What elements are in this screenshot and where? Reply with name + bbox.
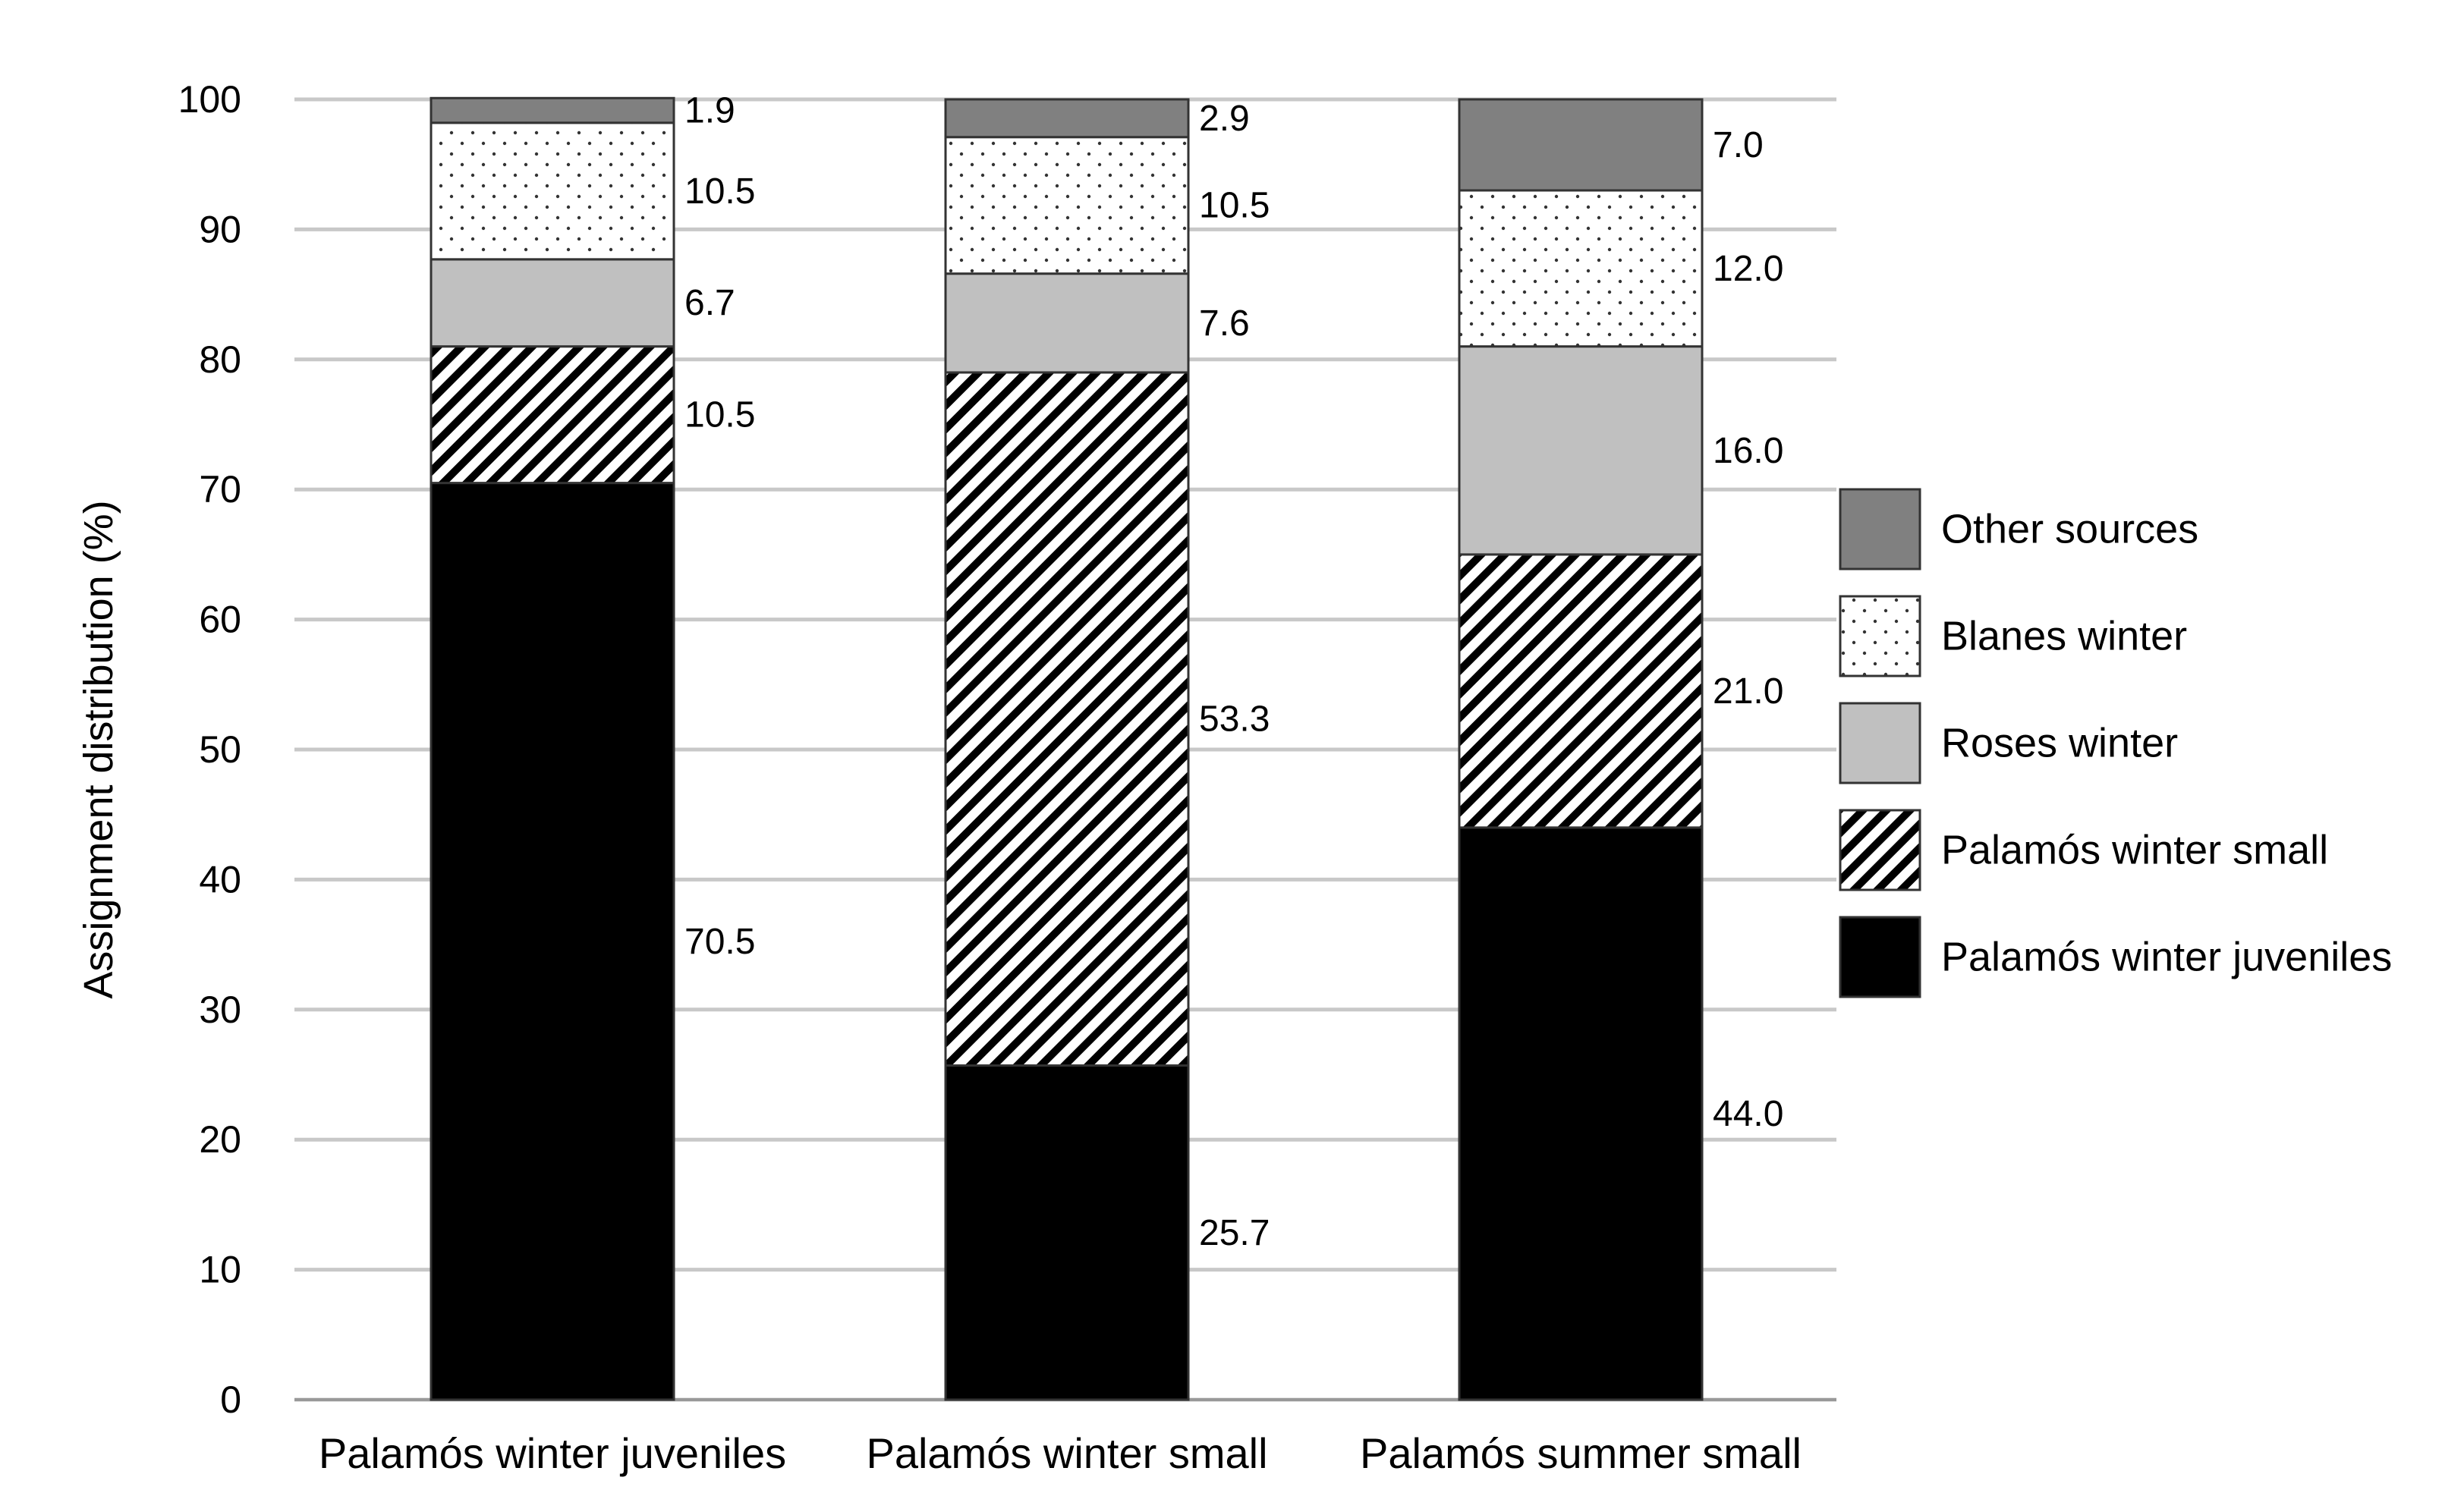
data-label-palamos-summer-small-roses-winter: 16.0 <box>1713 431 1783 471</box>
data-label-palamos-summer-small-blanes-winter: 12.0 <box>1713 249 1783 289</box>
y-tick-label-100: 100 <box>178 78 241 121</box>
data-labels: 70.5 10.5 6.7 10.5 1.9 25.7 53.3 7.6 10.5 2.9 44.0… <box>684 91 1783 1253</box>
y-tick-label-90: 90 <box>199 208 241 250</box>
y-tick-label-0: 0 <box>220 1378 241 1421</box>
bar-palamos-summer-small-palamos-winter-small <box>1458 553 1704 829</box>
legend-swatch-blanes-winter <box>1839 595 1921 677</box>
legend-label-other-sources: Other sources <box>1941 507 2198 552</box>
bars <box>430 96 1704 1401</box>
bar-palamos-winter-juveniles-other-sources <box>430 96 675 124</box>
y-tick-label-10: 10 <box>199 1249 241 1291</box>
data-label-palamos-winter-juveniles-other-sources: 1.9 <box>684 91 735 131</box>
bar-palamos-summer-small-palamos-winter-juveniles <box>1458 826 1704 1401</box>
y-axis-ticks: 0 10 20 30 40 50 60 70 80 90 100 <box>178 78 241 1421</box>
data-label-palamos-summer-small-other-sources: 7.0 <box>1713 125 1764 165</box>
bar-palamos-winter-small-palamos-winter-juveniles <box>944 1064 1190 1401</box>
y-tick-label-20: 20 <box>199 1118 241 1161</box>
data-label-palamos-winter-juveniles-palamos-winter-small: 10.5 <box>684 395 755 435</box>
y-tick-label-70: 70 <box>199 468 241 511</box>
legend-swatch-palamos-winter-small <box>1839 809 1921 891</box>
bar-palamos-winter-juveniles-blanes-winter <box>430 121 675 261</box>
data-label-palamos-summer-small-palamos-winter-small: 21.0 <box>1713 671 1783 712</box>
y-tick-label-30: 30 <box>199 989 241 1031</box>
legend-label-palamos-winter-juveniles: Palamós winter juveniles <box>1941 935 2392 980</box>
y-tick-label-40: 40 <box>199 858 241 901</box>
data-label-palamos-winter-small-roses-winter: 7.6 <box>1199 303 1250 344</box>
bar-palamos-summer-small-blanes-winter <box>1458 189 1704 348</box>
y-tick-label-50: 50 <box>199 728 241 771</box>
x-axis-categories: Palamós winter juveniles Palamós winter s… <box>319 1429 1802 1477</box>
x-category-label-2: Palamós winter small <box>866 1429 1267 1477</box>
x-category-label-3: Palamós summer small <box>1360 1429 1802 1477</box>
data-label-palamos-winter-small-palamos-winter-small: 53.3 <box>1199 699 1270 740</box>
data-label-palamos-summer-small-palamos-winter-juveniles: 44.0 <box>1713 1094 1783 1134</box>
legend-label-blanes-winter: Blanes winter <box>1941 614 2187 659</box>
legend: Other sources Blanes winter Roses winter Pa… <box>1839 488 2392 998</box>
y-tick-label-60: 60 <box>199 599 241 641</box>
y-axis-title: Assignment distribution (%) <box>76 500 121 998</box>
y-tick-label-80: 80 <box>199 338 241 381</box>
data-label-palamos-winter-juveniles-palamos-winter-juveniles: 70.5 <box>684 922 755 962</box>
bar-palamos-winter-juveniles-palamos-winter-small <box>430 345 675 485</box>
bar-palamos-summer-small-other-sources <box>1458 98 1704 192</box>
data-label-palamos-winter-small-blanes-winter: 10.5 <box>1199 186 1270 226</box>
x-category-label-1: Palamós winter juveniles <box>319 1429 786 1477</box>
bar-palamos-winter-small-palamos-winter-small <box>944 371 1190 1067</box>
data-label-palamos-winter-small-palamos-winter-juveniles: 25.7 <box>1199 1213 1270 1253</box>
legend-label-roses-winter: Roses winter <box>1941 721 2178 766</box>
legend-swatch-palamos-winter-juveniles <box>1839 916 1921 998</box>
legend-swatch-other-sources <box>1839 488 1921 570</box>
data-label-palamos-winter-juveniles-blanes-winter: 10.5 <box>684 171 755 212</box>
bar-palamos-winter-juveniles-roses-winter <box>430 258 675 348</box>
data-label-palamos-winter-small-other-sources: 2.9 <box>1199 99 1250 139</box>
bar-palamos-winter-juveniles-palamos-winter-juveniles <box>430 482 675 1401</box>
bar-palamos-winter-small-other-sources <box>944 98 1190 139</box>
bar-palamos-winter-small-blanes-winter <box>944 136 1190 275</box>
bar-palamos-winter-small-roses-winter <box>944 272 1190 374</box>
legend-label-palamos-winter-small: Palamós winter small <box>1941 828 2328 873</box>
data-label-palamos-winter-juveniles-roses-winter: 6.7 <box>684 283 735 323</box>
legend-swatch-roses-winter <box>1839 702 1921 784</box>
bar-palamos-summer-small-roses-winter <box>1458 345 1704 556</box>
